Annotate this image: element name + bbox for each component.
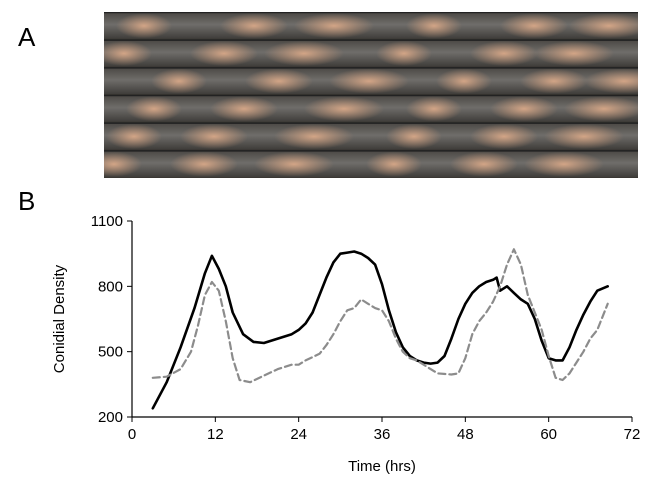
conidial-band [304, 96, 384, 122]
x-tick-label: 0 [128, 426, 136, 443]
conidial-band [500, 13, 568, 39]
conidial-band [329, 68, 409, 94]
conidial-band [210, 96, 278, 122]
y-tick-label: 200 [98, 409, 123, 426]
conidial-band [245, 68, 313, 94]
conidial-band [190, 40, 258, 67]
conidial-band [366, 151, 422, 177]
conidial-band [170, 151, 238, 177]
conidial-band [406, 96, 462, 122]
conidial-band [406, 13, 462, 39]
series-line-solid [151, 250, 609, 410]
conidial-band [151, 68, 207, 94]
panel-label-a: A [18, 22, 36, 52]
x-tick-label: 60 [540, 426, 557, 443]
conidial-band [274, 123, 354, 150]
x-tick-label: 36 [374, 426, 391, 443]
x-tick-label: 12 [207, 426, 224, 443]
panel-label-b: B [18, 186, 36, 216]
conidial-band [376, 40, 432, 67]
conidial-band [294, 13, 374, 39]
conidial-band [569, 13, 638, 39]
series-line-dashed [151, 248, 609, 384]
conidial-band [254, 151, 334, 177]
conidial-band [264, 40, 344, 67]
race-tube-photo [104, 12, 638, 178]
conidial-band [104, 151, 142, 177]
conidial-band [106, 123, 162, 150]
conidial-band [386, 123, 442, 150]
y-axis-label: Conidial Density [51, 264, 68, 373]
x-tick-label: 72 [624, 426, 641, 443]
y-tick-label: 1100 [91, 213, 123, 230]
conidial-band [436, 68, 492, 94]
y-tick-label: 500 [98, 344, 123, 361]
y-tick-label: 800 [98, 278, 123, 295]
conidial-density-chart: 0 12 24 36 48 60 72 200 500 800 1100 Time (hrs) Co… [51, 213, 641, 475]
conidial-band [520, 68, 588, 94]
conidial-band [220, 13, 288, 39]
conidial-band [450, 151, 518, 177]
conidial-band [470, 123, 538, 150]
conidial-band [564, 96, 638, 122]
conidial-band [524, 151, 604, 177]
x-tick-label: 24 [290, 426, 307, 443]
conidial-band [470, 40, 538, 67]
conidial-band [584, 68, 638, 94]
conidial-band [116, 13, 172, 39]
x-axis-label: Time (hrs) [348, 458, 416, 475]
conidial-band [534, 40, 614, 67]
x-tick-label: 48 [457, 426, 474, 443]
conidial-band [544, 123, 624, 150]
conidial-band [490, 96, 558, 122]
conidial-band [104, 40, 152, 67]
conidial-band [126, 96, 182, 122]
conidial-band [180, 123, 248, 150]
